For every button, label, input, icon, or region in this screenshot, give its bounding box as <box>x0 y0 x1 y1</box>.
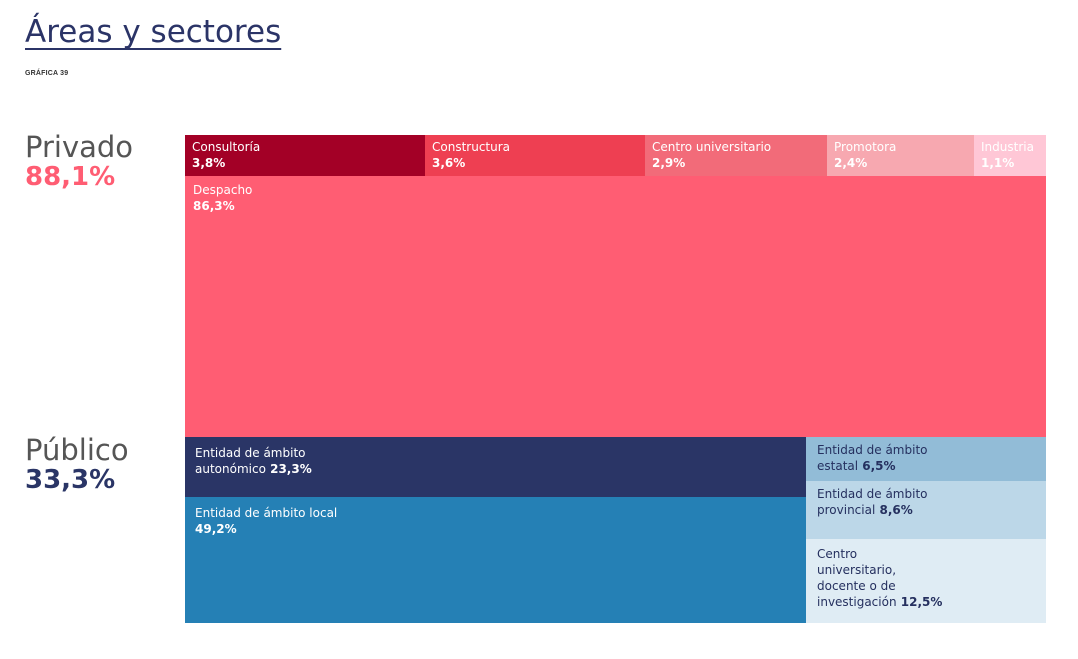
group-name-publico: Público <box>25 433 129 467</box>
group-label-publico: Público 33,3% <box>25 433 129 495</box>
treemap-cell-entidad-de-ambito-local: Entidad de ámbito local 49,2% <box>185 497 806 623</box>
group-label-privado: Privado 88,1% <box>25 130 134 192</box>
treemap-rect-promotora <box>827 135 974 176</box>
treemap-rect-consultoria <box>185 135 425 176</box>
treemap-cell-centro-universitario-docente-o-de-investigacion: Centro universitario, docente o de investig… <box>806 539 1046 623</box>
treemap-label-consultoria: Consultoría 3,8% <box>192 140 260 170</box>
treemap-rect-entidad-de-ambito-local <box>185 497 806 623</box>
treemap-label-industria: Industria 1,1% <box>981 140 1034 170</box>
treemap-cell-industria: Industria 1,1% <box>974 135 1046 176</box>
treemap-label-entidad-de-ambito-autonomico: Entidad de ámbito autonómico 23,3% <box>195 446 312 476</box>
treemap-label-promotora: Promotora 2,4% <box>834 140 896 170</box>
treemap-cell-entidad-de-ambito-autonomico: Entidad de ámbito autonómico 23,3% <box>185 437 806 497</box>
treemap-label-entidad-de-ambito-provincial: Entidad de ámbito provincial 8,6% <box>817 487 927 517</box>
treemap-label-despacho: Despacho 86,3% <box>193 183 252 213</box>
page-title: Áreas y sectores <box>25 14 282 50</box>
group-percent-privado: 88,1% <box>25 162 116 192</box>
treemap-label-constructura: Constructura 3,6% <box>432 140 510 170</box>
treemap-rect-centro-universitario <box>645 135 827 176</box>
treemap-cell-entidad-de-ambito-estatal: Entidad de ámbito estatal 6,5% <box>806 437 1046 481</box>
treemap-rect-entidad-de-ambito-estatal <box>806 437 1046 481</box>
treemap-rect-centro-universitario-docente-o-de-investigacion <box>806 539 1046 623</box>
group-name-privado: Privado <box>25 130 134 164</box>
treemap-rect-despacho <box>185 176 1046 437</box>
treemap-cell-promotora: Promotora 2,4% <box>827 135 974 176</box>
chart-number: GRÁFICA 39 <box>25 70 69 77</box>
treemap-label-entidad-de-ambito-local: Entidad de ámbito local 49,2% <box>195 506 337 536</box>
treemap-cell-constructura: Constructura 3,6% <box>425 135 645 176</box>
treemap-rect-entidad-de-ambito-autonomico <box>185 437 806 497</box>
treemap-cell-consultoria: Consultoría 3,8% <box>185 135 425 176</box>
treemap-cell-entidad-de-ambito-provincial: Entidad de ámbito provincial 8,6% <box>806 481 1046 539</box>
group-percent-publico: 33,3% <box>25 465 116 495</box>
treemap-cell-centro-universitario: Centro universitario 2,9% <box>645 135 827 176</box>
treemap-cell-despacho: Despacho 86,3% <box>185 176 1046 437</box>
treemap-label-centro-universitario-docente-o-de-investigacion: Centro universitario, docente o de investig… <box>817 547 942 609</box>
treemap-rect-industria <box>974 135 1046 176</box>
treemap-rect-entidad-de-ambito-provincial <box>806 481 1046 539</box>
treemap-rect-constructura <box>425 135 645 176</box>
treemap-label-entidad-de-ambito-estatal: Entidad de ámbito estatal 6,5% <box>817 443 927 473</box>
treemap-label-centro-universitario: Centro universitario 2,9% <box>652 140 771 170</box>
